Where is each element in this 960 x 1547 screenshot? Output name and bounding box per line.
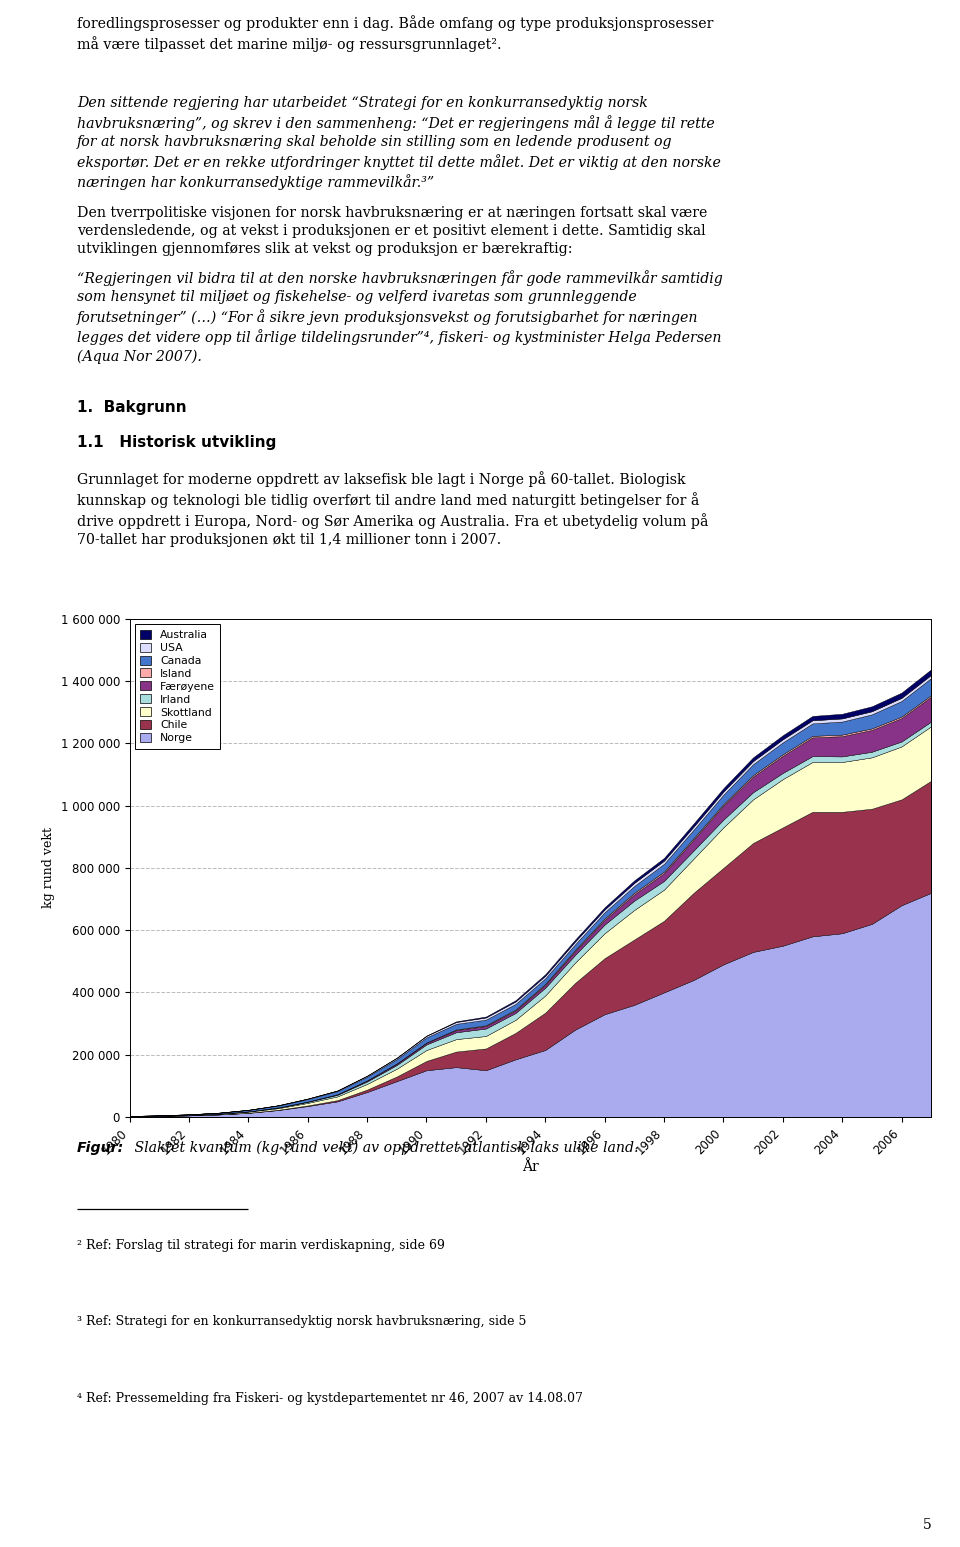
X-axis label: År: År	[522, 1160, 539, 1174]
Text: 1.  Bakgrunn: 1. Bakgrunn	[77, 399, 186, 415]
Text: ³ Ref: Strategi for en konkurransedyktig norsk havbruksnæring, side 5: ³ Ref: Strategi for en konkurransedyktig…	[77, 1315, 526, 1329]
Text: ⁴ Ref: Pressemelding fra Fiskeri- og kystdepartementet nr 46, 2007 av 14.08.07: ⁴ Ref: Pressemelding fra Fiskeri- og kys…	[77, 1392, 583, 1405]
Text: 1.1   Historisk utvikling: 1.1 Historisk utvikling	[77, 435, 276, 450]
Y-axis label: kg rund vekt: kg rund vekt	[42, 828, 55, 908]
Legend: Australia, USA, Canada, Island, Færøyene, Irland, Skottland, Chile, Norge: Australia, USA, Canada, Island, Færøyene…	[135, 625, 221, 749]
Text: Figur:: Figur:	[77, 1142, 124, 1156]
Text: Den tverrpolitiske visjonen for norsk havbruksnæring er at næringen fortsatt ska: Den tverrpolitiske visjonen for norsk ha…	[77, 206, 708, 257]
Text: foredlingsprosesser og produkter enn i dag. Både omfang og type produksjonsprose: foredlingsprosesser og produkter enn i d…	[77, 15, 713, 53]
Text: Grunnlaget for moderne oppdrett av laksefisk ble lagt i Norge på 60-tallet. Biol: Grunnlaget for moderne oppdrett av lakse…	[77, 472, 708, 546]
Text: Slaktet kvantum (kg rund vekt) av oppdrettet atlantisk laks ulike land.: Slaktet kvantum (kg rund vekt) av oppdre…	[130, 1142, 638, 1156]
Text: “Regjeringen vil bidra til at den norske havbruksnæringen får gode rammevilkår s: “Regjeringen vil bidra til at den norske…	[77, 269, 723, 364]
Text: ² Ref: Forslag til strategi for marin verdiskapning, side 69: ² Ref: Forslag til strategi for marin ve…	[77, 1239, 444, 1252]
Text: 5: 5	[923, 1518, 931, 1532]
Text: Den sittende regjering har utarbeidet “Strategi for en konkurransedyktig norsk
h: Den sittende regjering har utarbeidet “S…	[77, 96, 721, 190]
